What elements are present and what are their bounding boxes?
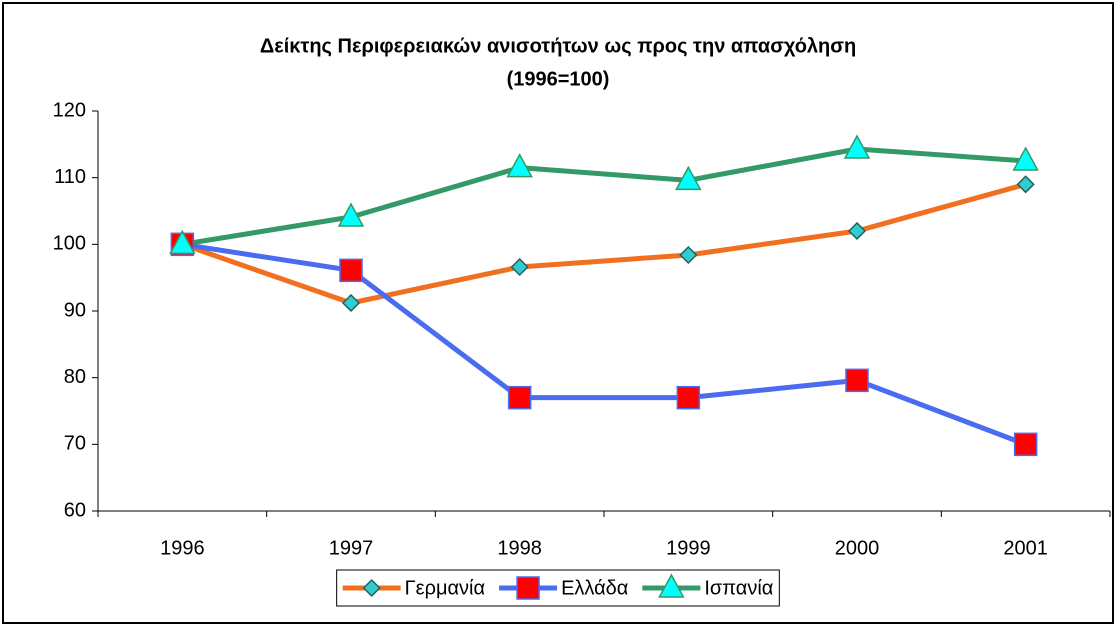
legend-marker	[658, 573, 685, 598]
x-tick-label: 1997	[329, 537, 374, 559]
marker	[507, 385, 532, 410]
marker	[1013, 432, 1038, 457]
legend-label: Ισπανία	[704, 577, 773, 599]
y-tick-label: 90	[64, 299, 86, 321]
series-line	[181, 181, 1027, 306]
marker	[845, 368, 869, 393]
legend-label: Γερμανία	[405, 577, 485, 599]
x-tick-label: 2000	[835, 537, 880, 559]
x-tick-label: 1999	[666, 537, 711, 559]
marker	[510, 257, 529, 277]
legend-marker	[362, 578, 381, 598]
series-line	[181, 241, 1027, 447]
marker	[341, 293, 361, 313]
marker	[337, 202, 365, 227]
marker	[676, 385, 701, 410]
marker	[843, 134, 871, 159]
marker	[169, 229, 196, 255]
legend-box	[336, 569, 780, 607]
legend-marker	[516, 576, 540, 600]
marker	[675, 165, 702, 191]
y-tick-label: 120	[53, 99, 86, 121]
marker	[1012, 146, 1039, 171]
chart-title: Δείκτης Περιφερειακών ανισοτήτων ως προς…	[260, 35, 856, 57]
marker	[506, 153, 533, 178]
chart-subtitle: (1996=100)	[507, 68, 610, 90]
y-tick-label: 60	[64, 499, 86, 521]
marker	[847, 221, 867, 241]
legend-label: Ελλάδα	[561, 577, 628, 599]
y-tick-label: 110	[54, 166, 86, 188]
x-tick-label: 2001	[1003, 537, 1048, 559]
y-tick-label: 100	[53, 233, 86, 255]
x-tick-label: 1996	[160, 537, 205, 559]
marker	[679, 245, 698, 265]
y-tick-label: 70	[64, 433, 86, 455]
series-line	[181, 146, 1026, 247]
marker	[339, 258, 363, 283]
x-tick-label: 1998	[497, 537, 542, 559]
y-tick-label: 80	[64, 366, 86, 388]
marker	[1016, 175, 1035, 194]
